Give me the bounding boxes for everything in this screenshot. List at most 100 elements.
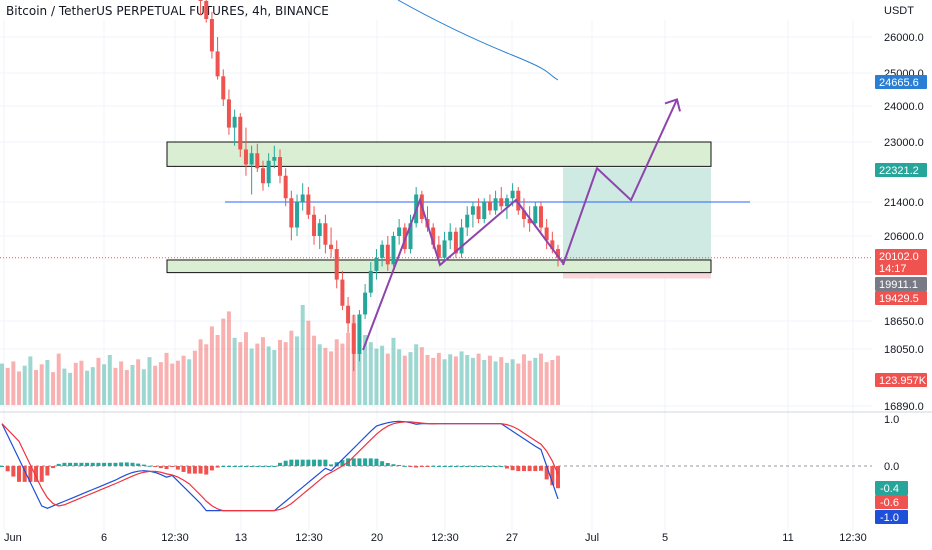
macd-hist-bar — [17, 466, 22, 482]
macd-hist-bar — [476, 466, 481, 467]
macd-hist-bar — [28, 466, 33, 482]
volume-bar — [130, 365, 135, 405]
candle-body — [408, 223, 413, 250]
volume-bar — [209, 326, 214, 405]
volume-bar — [493, 361, 498, 405]
macd-hist-bar — [39, 466, 44, 482]
volume-bar — [448, 354, 453, 405]
macd-hist-bar — [96, 462, 101, 466]
macd-hist-bar — [374, 458, 379, 466]
volume-bar — [487, 355, 492, 405]
volume-bar — [556, 355, 560, 405]
macd-hist-bar — [317, 459, 322, 466]
macd-hist-bar — [0, 466, 4, 467]
macd-hist-bar — [68, 462, 73, 466]
price-badge: 19429.5 — [875, 291, 927, 305]
candles-layer — [198, 0, 560, 372]
volume-bar — [28, 356, 33, 405]
macd-badge: -0.4 — [875, 481, 908, 495]
time-tick-label: 11 — [782, 532, 793, 544]
price-badge-bg — [875, 261, 927, 275]
volume-bar — [198, 339, 203, 405]
macd-hist-bar — [187, 466, 192, 474]
price-badge: 14:17 — [875, 261, 927, 275]
time-tick-label: 27 — [506, 532, 518, 544]
volume-bar — [402, 355, 407, 405]
macd-histogram — [0, 458, 560, 489]
macd-hist-bar — [527, 466, 532, 472]
volume-bar — [164, 352, 169, 405]
volume-bar — [334, 339, 339, 405]
volume-bar — [170, 363, 175, 405]
candle-body — [397, 227, 402, 236]
time-tick-label: 12:30 — [431, 532, 459, 544]
candle-body — [516, 190, 521, 211]
volume-bar — [255, 343, 260, 405]
macd-hist-bar — [334, 462, 339, 466]
volume-bar — [323, 347, 328, 405]
macd-hist-bar — [538, 466, 543, 471]
candle-body — [442, 240, 447, 258]
volume-bar — [544, 362, 549, 405]
macd-hist-bar — [153, 466, 158, 468]
price-badge-label: 19429.5 — [879, 293, 919, 305]
volume-bar — [516, 363, 521, 405]
candle-body — [317, 223, 322, 236]
time-tick-label: 12:30 — [295, 532, 323, 544]
volume-bar — [459, 351, 464, 405]
macd-hist-bar — [323, 459, 328, 466]
volume-bar — [442, 359, 447, 405]
macd-hist-bar — [436, 466, 441, 467]
candle-body — [334, 249, 339, 280]
volume-bar — [113, 367, 118, 405]
macd-tick-label: 1.0 — [884, 414, 899, 426]
price-badge-bg — [875, 163, 927, 177]
candle-body — [476, 206, 481, 219]
candle-body — [465, 214, 470, 228]
price-tick-label: 23000.0 — [884, 137, 924, 149]
volume-bar — [147, 357, 152, 405]
price-badge-bg — [875, 249, 927, 263]
volume-bar — [425, 355, 430, 405]
time-tick-label: Jun — [4, 532, 22, 544]
price-tick-label: 18050.0 — [884, 344, 924, 356]
volume-bar — [153, 365, 158, 405]
projected-path — [562, 98, 678, 266]
macd-hist-bar — [380, 461, 385, 466]
macd-hist-bar — [295, 459, 300, 466]
macd-badge-bg — [875, 495, 908, 509]
price-badge-label: 19911.1 — [879, 279, 918, 291]
macd-hist-bar — [34, 466, 39, 482]
price-tick-label: 18650.0 — [884, 316, 924, 328]
candle-body — [238, 116, 243, 150]
price-tick-label: 26000.0 — [884, 32, 924, 44]
volume-bar — [340, 343, 345, 405]
macd-hist-bar — [448, 466, 453, 467]
macd-badge-bg — [875, 481, 908, 495]
macd-hist-bar — [487, 466, 492, 467]
macd-hist-bar — [164, 466, 169, 470]
volume-bar — [527, 360, 532, 405]
macd-hist-bar — [5, 466, 10, 472]
macd-hist-bar — [499, 466, 504, 467]
candle-body — [226, 99, 231, 128]
candle-body — [346, 305, 351, 324]
macd-hist-bar — [351, 458, 356, 466]
time-tick-label: 6 — [101, 532, 107, 544]
price-badge: 123.957K — [875, 373, 927, 387]
macd-hist-bar — [306, 459, 311, 466]
volume-bar — [51, 372, 56, 405]
macd-badge: -1.0 — [875, 510, 908, 524]
macd-hist-bar — [147, 465, 152, 467]
candle-body — [544, 227, 549, 241]
volume-bar — [391, 337, 396, 405]
volume-bar — [215, 335, 220, 405]
candle-body — [363, 292, 368, 315]
volume-bar — [289, 330, 294, 405]
time-tick-label: Jul — [585, 532, 599, 544]
volume-bar — [374, 348, 379, 405]
time-tick-label: 13 — [235, 532, 247, 544]
candle-body — [538, 206, 543, 228]
volume-bar — [181, 355, 186, 405]
